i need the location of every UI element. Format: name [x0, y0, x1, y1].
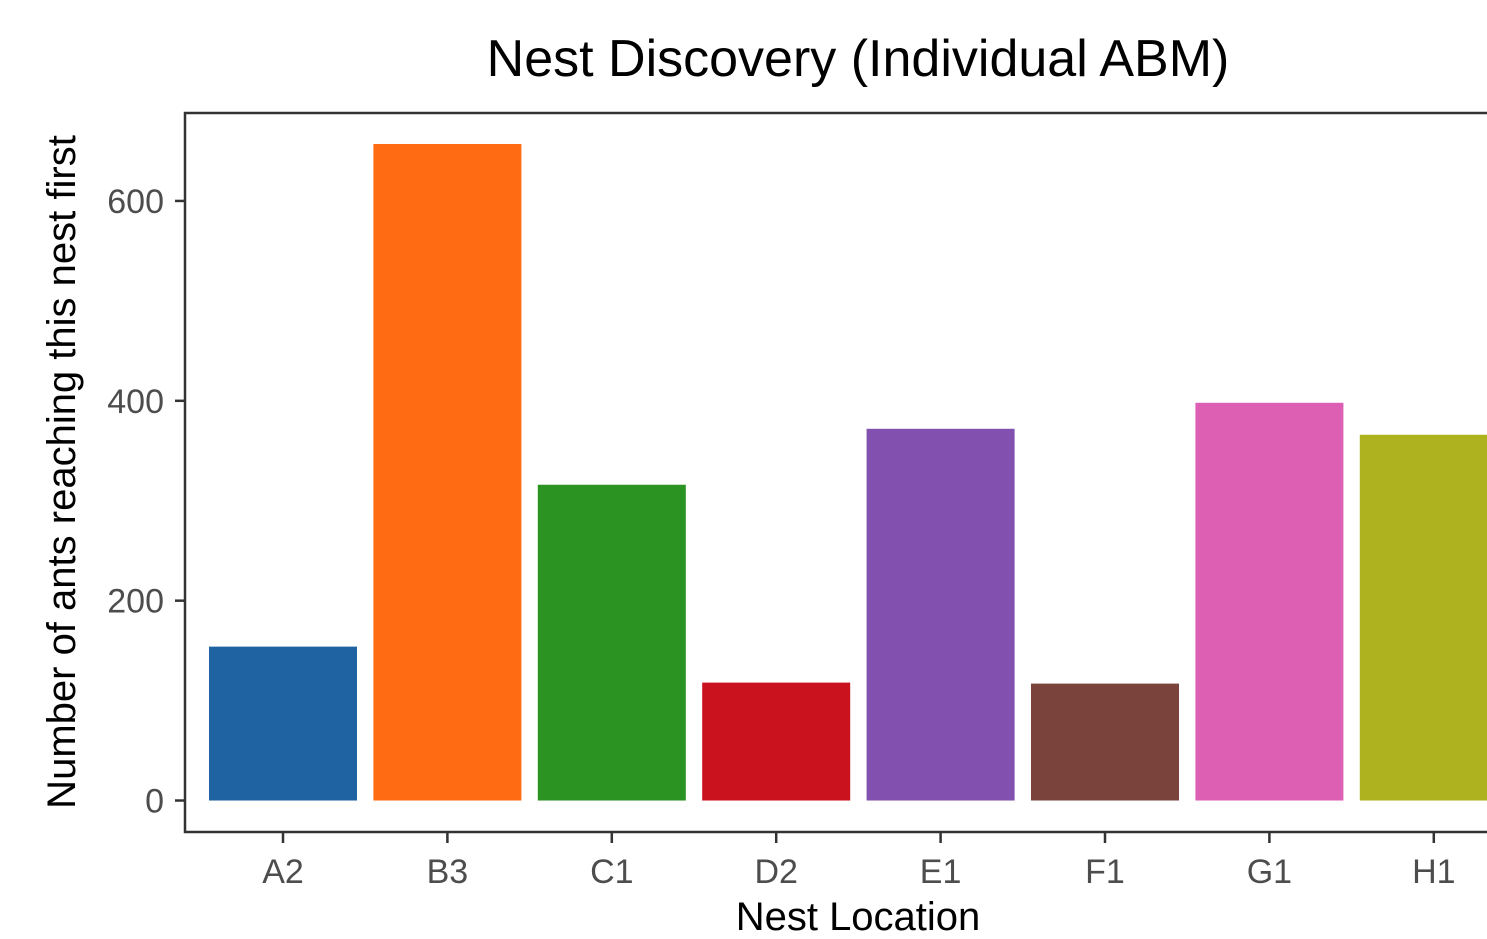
y-tick-label-600: 600	[107, 183, 164, 221]
y-tick-label-400: 400	[107, 383, 164, 421]
chart-title: Nest Discovery (Individual ABM)	[487, 30, 1230, 88]
x-tick-label-c1: C1	[590, 853, 633, 891]
x-tick-label-d2: D2	[754, 853, 797, 891]
bar-b3	[373, 143, 522, 801]
bar-g1	[1195, 402, 1344, 801]
x-tick-label-g1: G1	[1247, 853, 1292, 891]
plot-panel-border	[183, 111, 1487, 834]
x-tick-label-h1: H1	[1412, 853, 1455, 891]
bar-c1	[537, 484, 686, 801]
x-tick-label-e1: E1	[920, 853, 962, 891]
x-axis: A2 B3 C1 D2 E1 F1 G1 H1	[262, 832, 1456, 891]
y-axis-title: Number of ants reaching this nest first	[40, 135, 84, 809]
x-axis-title: Nest Location	[736, 895, 981, 934]
bar-h1	[1359, 434, 1487, 801]
y-tick-label-0: 0	[145, 783, 164, 821]
x-tick-label-b3: B3	[427, 853, 469, 891]
bar-e1	[866, 428, 1015, 801]
bar-f1	[1031, 683, 1179, 801]
x-tick-label-f1: F1	[1085, 853, 1125, 891]
bar-d2	[702, 682, 851, 801]
plot-area	[209, 143, 1487, 801]
bar-a2	[209, 646, 357, 801]
y-tick-label-200: 200	[107, 583, 164, 621]
y-axis: 0 200 400 600	[107, 183, 185, 821]
x-tick-label-a2: A2	[262, 853, 304, 891]
